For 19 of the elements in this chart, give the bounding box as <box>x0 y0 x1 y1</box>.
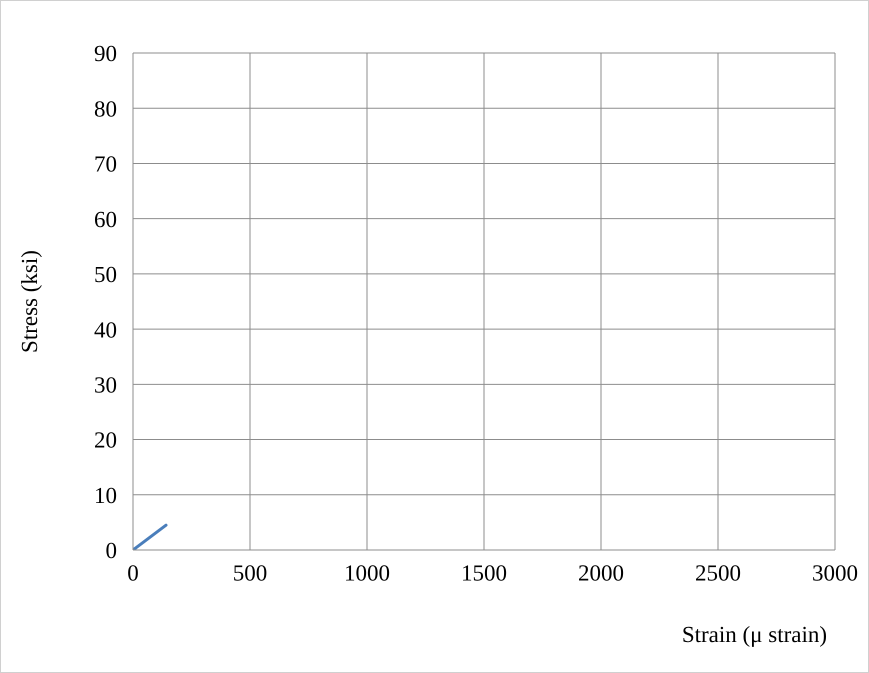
y-tick-label: 90 <box>94 41 117 66</box>
x-tick-label: 0 <box>127 560 139 586</box>
x-axis-title: Strain (μ strain) <box>682 622 827 647</box>
y-tick-label: 60 <box>94 206 117 232</box>
x-tick-label: 1000 <box>344 560 390 586</box>
x-tick-label: 2500 <box>695 560 741 586</box>
x-tick-label: 1500 <box>461 560 507 586</box>
x-tick-label: 500 <box>232 560 268 586</box>
y-tick-label: 20 <box>94 428 117 453</box>
y-tick-label: 10 <box>94 482 117 508</box>
y-tick-label: 30 <box>94 372 117 398</box>
y-tick-label: 40 <box>94 317 117 342</box>
y-tick-label: 50 <box>94 262 117 288</box>
y-tick-label: 80 <box>94 96 117 122</box>
y-tick-label: 70 <box>94 152 117 177</box>
y-axis-title: Stress (ksi) <box>17 250 42 353</box>
x-tick-label: 2000 <box>578 560 624 586</box>
y-tick-label: 0 <box>106 538 117 564</box>
x-tick-label: 3000 <box>812 560 858 586</box>
